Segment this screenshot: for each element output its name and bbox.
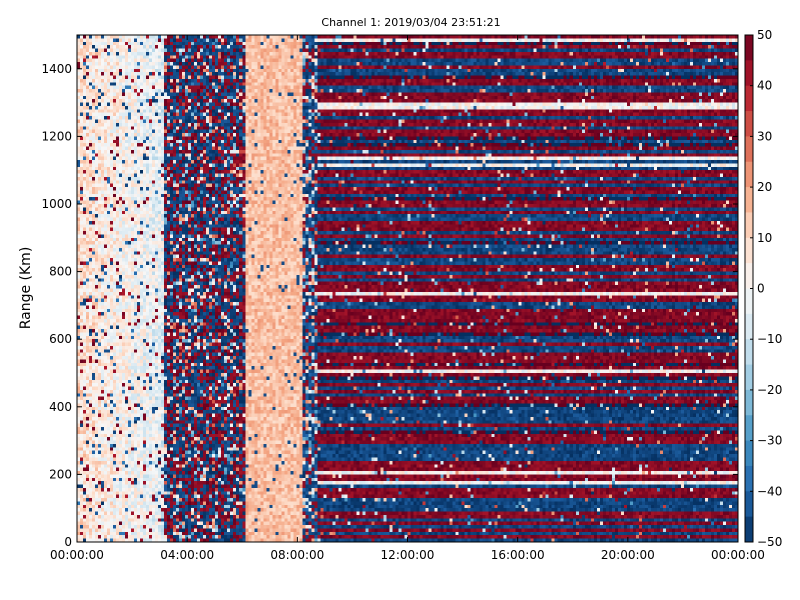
colorbar-tick-label: −30 (757, 434, 782, 448)
heatmap-image (77, 35, 738, 542)
y-tick-label: 1200 (41, 129, 72, 143)
y-tick-label: 0 (64, 535, 72, 549)
colorbar-tick-label: −10 (757, 332, 782, 346)
x-axis: 00:00:00 04:00:00 08:00:00 12:00:00 16:00:00… (50, 35, 765, 562)
y-axis: 0 200 400 600 800 1000 1200 1400 (41, 62, 738, 549)
colorbar-tick-label: 20 (757, 180, 772, 194)
x-tick-label: 08:00:00 (270, 548, 324, 562)
colorbar-segment (745, 111, 753, 137)
y-tick-label: 400 (49, 400, 72, 414)
colorbar-tick-label: −20 (757, 383, 782, 397)
colorbar-segment (745, 35, 753, 61)
colorbar-tick-label: 0 (757, 282, 765, 296)
y-tick-label: 1000 (41, 197, 72, 211)
y-tick-label: 1400 (41, 62, 72, 76)
colorbar-segment (745, 136, 753, 163)
colorbar-tick-label: 50 (757, 28, 772, 42)
x-tick-label: 00:00:00 (711, 548, 765, 562)
colorbar-segment (745, 288, 753, 315)
colorbar-segment (745, 237, 753, 264)
colorbar-segment (745, 364, 753, 391)
colorbar-segment (745, 415, 753, 442)
colorbar-segment (745, 440, 753, 467)
colorbar-segment (745, 339, 753, 366)
colorbar-tick-label: 40 (757, 79, 772, 93)
x-tick-label: 12:00:00 (381, 548, 435, 562)
colorbar-segment (745, 161, 753, 188)
colorbar-tick-label: 10 (757, 231, 772, 245)
colorbar-segment (745, 465, 753, 492)
colorbar-segment (745, 263, 753, 289)
colorbar-tick-label: 30 (757, 129, 772, 143)
x-tick-label: 16:00:00 (491, 548, 545, 562)
colorbar-tick-label: −50 (757, 535, 782, 549)
colorbar-segment (745, 491, 753, 518)
x-tick-label: 20:00:00 (601, 548, 655, 562)
colorbar: 50 40 30 20 10 0 −10 −20 −30 −40 −50 (744, 28, 782, 549)
heatmap-cells (77, 35, 738, 542)
y-tick-label: 200 (49, 467, 72, 481)
y-tick-label: 800 (49, 265, 72, 279)
colorbar-segment (745, 85, 753, 112)
x-tick-label: 00:00:00 (50, 548, 104, 562)
y-tick-label: 600 (49, 332, 72, 346)
colorbar-tick-label: −40 (757, 484, 782, 498)
colorbar-segment (745, 313, 753, 340)
x-tick-label: 04:00:00 (160, 548, 214, 562)
colorbar-segment (745, 60, 753, 87)
chart-title: Channel 1: 2019/03/04 23:51:21 (321, 16, 500, 29)
colorbar-segment (745, 187, 753, 213)
colorbar-segment (745, 389, 753, 416)
colorbar-segment (745, 212, 753, 239)
y-axis-label: Range (Km) (18, 247, 34, 330)
colorbar-segment (745, 516, 753, 543)
